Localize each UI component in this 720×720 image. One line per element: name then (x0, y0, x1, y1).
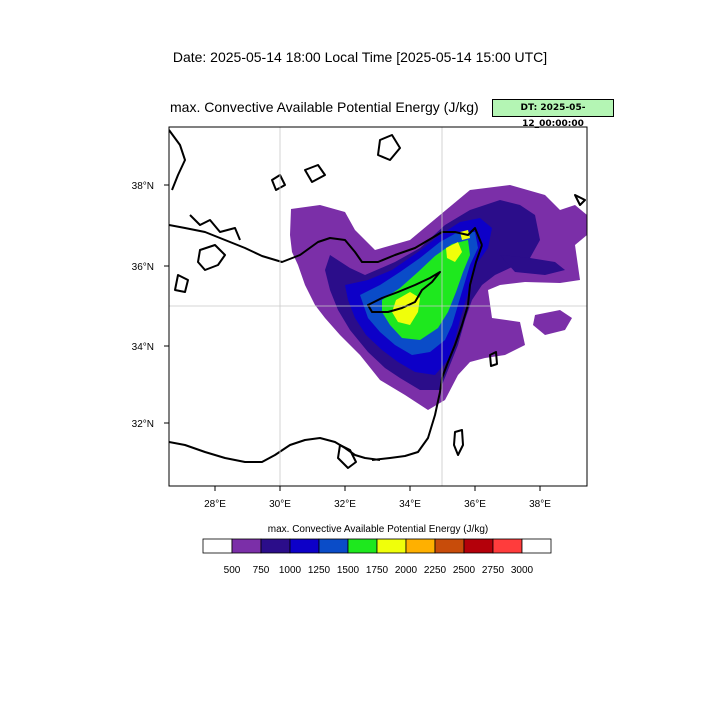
lat-tick-label: 38°N (132, 181, 154, 192)
lat-tick-label: 36°N (132, 262, 154, 273)
colorbar-swatch (492, 538, 523, 554)
colorbar-level-label: 2250 (424, 565, 447, 576)
colorbar-swatch (231, 538, 262, 554)
colorbar-level-label: 750 (253, 565, 270, 576)
colorbar-swatch (521, 538, 552, 554)
map-title: max. Convective Available Potential Ener… (170, 99, 479, 115)
colorbar-swatch (376, 538, 407, 554)
date-line: Date: 2025-05-14 18:00 Local Time [2025-… (172, 49, 548, 65)
cape-contour-500-east (533, 310, 572, 335)
colorbar-swatch (405, 538, 436, 554)
axis-ticks (164, 184, 541, 491)
cape-contour-750-east (500, 255, 565, 275)
coastline-sea-of-galilee (489, 351, 498, 367)
dt-badge: DT: 2025-05-12_00:00:00 (492, 99, 614, 129)
map-area (169, 127, 587, 486)
colorbar-level-label: 2750 (482, 565, 505, 576)
lon-tick-label: 30°E (269, 499, 291, 510)
colorbar-level-label: 500 (224, 565, 241, 576)
lon-tick-label: 38°E (529, 499, 551, 510)
coastline-nile-delta (337, 444, 357, 469)
colorbar-level-label: 2500 (453, 565, 476, 576)
coastline-island-east (574, 194, 586, 206)
colorbar-swatch (463, 538, 494, 554)
lon-tick-label: 28°E (204, 499, 226, 510)
colorbar-swatch (318, 538, 349, 554)
colorbar-level-label: 3000 (511, 565, 534, 576)
gridlines (169, 127, 587, 486)
cape-contour-1750 (392, 292, 420, 325)
lat-tick-label: 34°N (132, 342, 154, 353)
colorbar-swatch (202, 538, 233, 554)
colorbar-title: max. Convective Available Potential Ener… (267, 524, 489, 535)
cape-contour-1750-north (446, 242, 462, 262)
colorbar-level-label: 1750 (366, 565, 389, 576)
lat-tick-label: 32°N (132, 419, 154, 430)
colorbar-swatch (289, 538, 320, 554)
colorbar: 500 750 1000 1250 1500 1750 2000 2250 2500 2750 30… (202, 538, 552, 576)
coastline-cyprus (367, 271, 441, 313)
coastline-aegean-2 (189, 214, 241, 241)
coastline-east-lake (453, 429, 464, 456)
coastline-turkey-south (169, 224, 483, 263)
coastline-aegean-4 (304, 164, 326, 183)
coastline-aegean-3 (174, 274, 189, 293)
colorbar-swatch (260, 538, 291, 554)
coastlines (169, 129, 586, 469)
coastline-aegean-1 (169, 129, 186, 191)
map-frame (168, 126, 588, 487)
lon-tick-label: 32°E (334, 499, 356, 510)
coastline-aegean-5 (377, 134, 401, 161)
coastline-aegean-6 (271, 174, 286, 191)
colorbar-level-label: 1000 (279, 565, 302, 576)
colorbar-level-label: 1250 (308, 565, 331, 576)
colorbar-level-label: 2000 (395, 565, 418, 576)
colorbar-swatch (347, 538, 378, 554)
colorbar-level-label: 1500 (337, 565, 360, 576)
colorbar-swatch (434, 538, 465, 554)
lon-tick-label: 36°E (464, 499, 486, 510)
lon-tick-label: 34°E (399, 499, 421, 510)
coastline-crete (197, 244, 226, 271)
